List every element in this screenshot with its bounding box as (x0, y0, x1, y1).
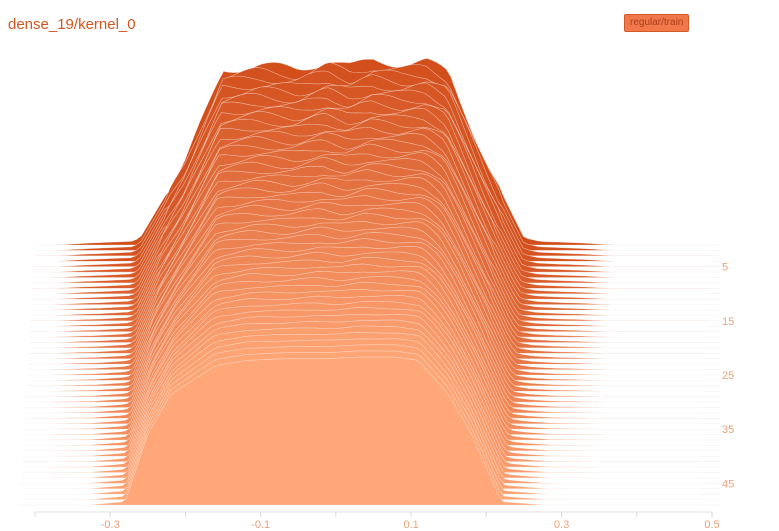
histogram-step-49 (20, 356, 697, 506)
x-tick-label: 0.5 (704, 519, 719, 531)
x-tick-label: 0.3 (554, 519, 569, 531)
x-tick-label: -0.1 (251, 519, 270, 531)
x-tick-label: -0.3 (101, 519, 120, 531)
legend-badge-regular-train[interactable]: regular/train (624, 14, 690, 32)
x-tick-label: 0.1 (403, 519, 418, 531)
y-tick-label: 25 (722, 370, 734, 382)
y-axis: 5 15 25 35 45 (722, 262, 734, 491)
histogram-ridges (20, 57, 720, 506)
x-axis: -0.3 -0.1 0.1 0.3 0.5 (34, 511, 720, 531)
chart-title: dense_19/kernel_0 (8, 16, 136, 33)
y-tick-label: 5 (722, 262, 728, 274)
y-tick-label: 45 (722, 478, 734, 490)
y-tick-label: 35 (722, 424, 734, 436)
y-tick-label: 15 (722, 316, 734, 328)
